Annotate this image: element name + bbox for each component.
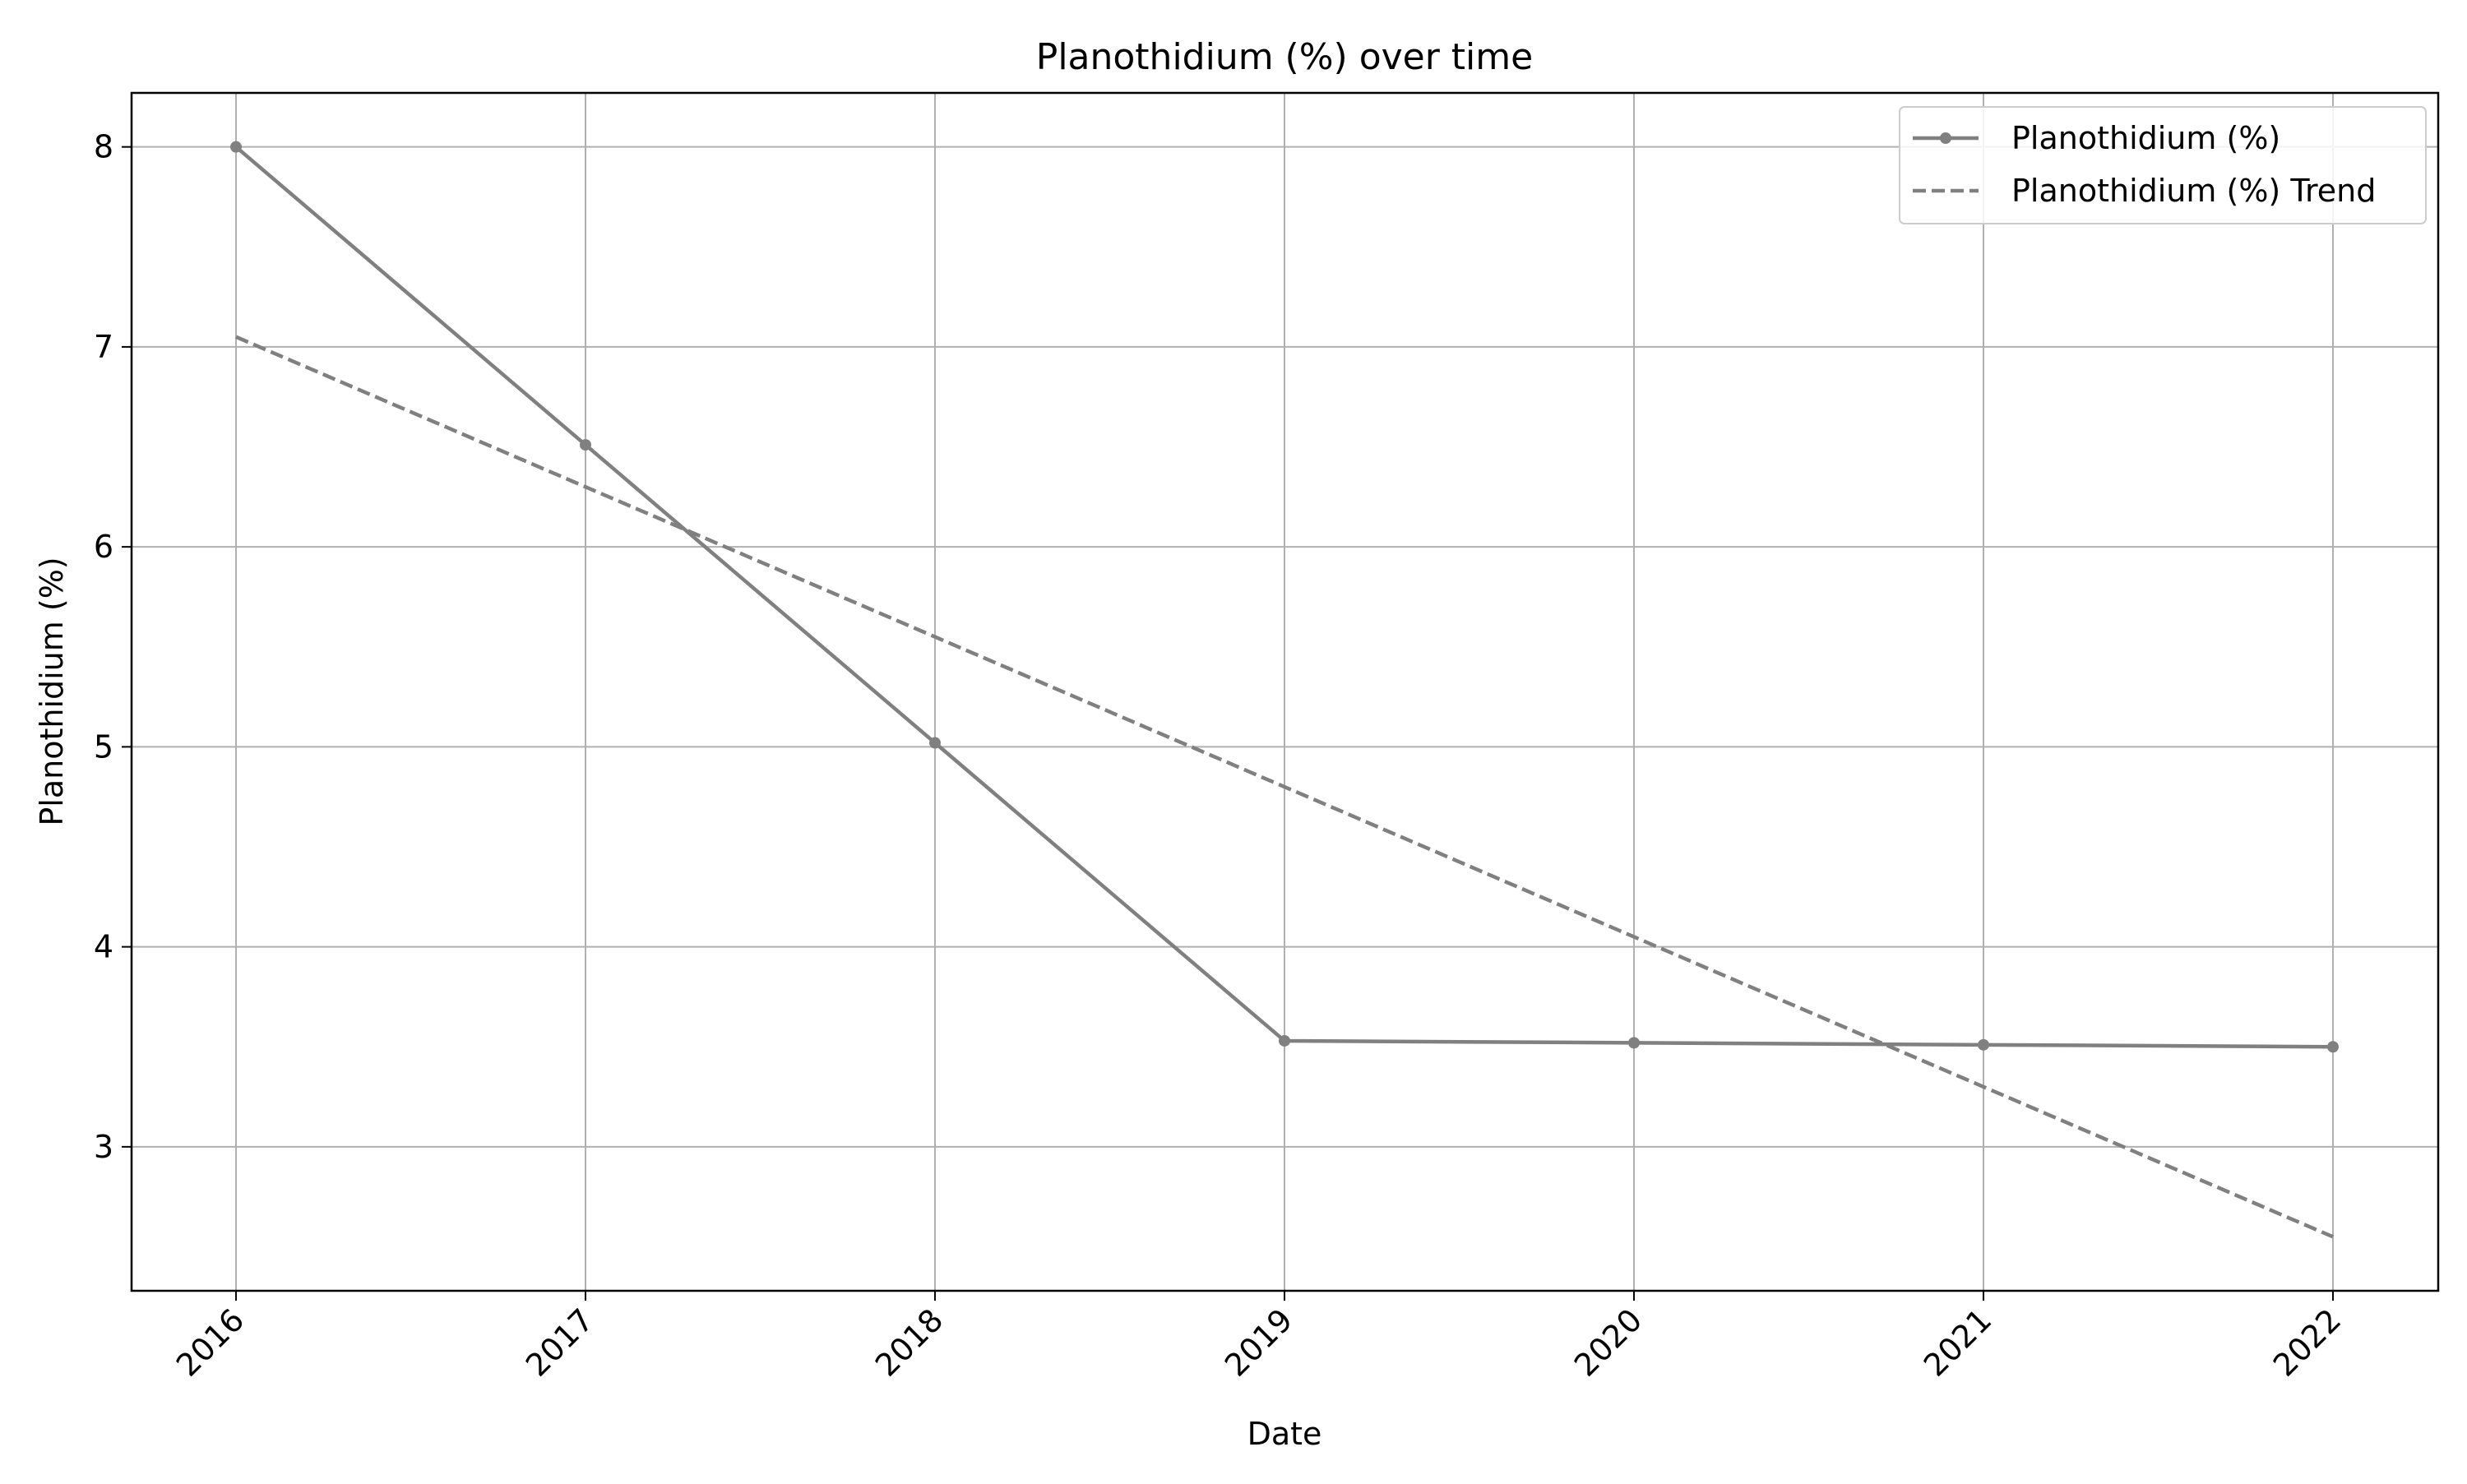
x-axis-label: Date [1247, 1416, 1322, 1452]
grid-lines [132, 93, 2438, 1291]
data-point-marker [580, 439, 591, 451]
data-point-marker [929, 737, 941, 749]
data-point-marker [1978, 1038, 1989, 1051]
y-tick-label: 5 [94, 728, 113, 765]
y-tick-label: 3 [94, 1129, 113, 1165]
y-tick-label: 6 [94, 529, 113, 565]
y-axis-label: Planothidium (%) [34, 557, 70, 825]
chart-title: Planothidium (%) over time [1036, 36, 1533, 78]
data-point-marker [1279, 1034, 1290, 1047]
legend-label-trend: Planothidium (%) Trend [2011, 173, 2376, 209]
trend-series-line [235, 335, 2334, 1239]
series-layer [230, 141, 2339, 1239]
y-tick-label: 7 [94, 329, 113, 365]
legend-marker-observed [1940, 132, 1951, 144]
y-tick-label: 4 [94, 929, 113, 965]
legend: Planothidium (%) Planothidium (%) Trend [1899, 106, 2427, 224]
data-point-marker [2327, 1041, 2339, 1053]
legend-label-observed: Planothidium (%) [2011, 120, 2280, 156]
legend-box [1899, 106, 2427, 224]
data-point-marker [230, 141, 242, 153]
y-tick-label: 8 [94, 129, 113, 165]
data-point-marker [1628, 1037, 1640, 1049]
